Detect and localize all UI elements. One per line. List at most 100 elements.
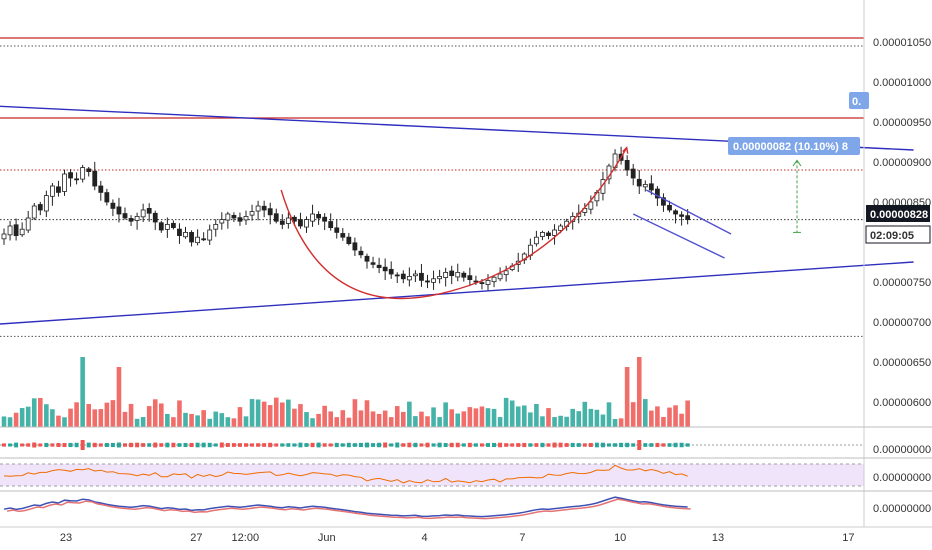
candle-body <box>19 228 25 236</box>
candle-body <box>116 206 122 215</box>
volume-bar <box>237 407 243 427</box>
histogram-bar <box>189 442 194 448</box>
candle-body <box>279 220 285 225</box>
volume-bar <box>606 402 612 427</box>
histogram-bar <box>643 443 648 447</box>
candle-body <box>98 185 104 193</box>
histogram-bar <box>213 443 218 447</box>
histogram-bar <box>165 442 170 448</box>
histogram-bar <box>207 442 212 448</box>
cup-arrow-head <box>622 146 629 154</box>
volume-bar <box>189 413 194 427</box>
candle-body <box>92 170 98 187</box>
price-tick-label: 0.00000700 <box>873 317 931 329</box>
volume-bar <box>183 412 188 427</box>
indicator-panes <box>0 440 864 520</box>
volume-bar <box>467 407 473 427</box>
volume-bar <box>340 410 346 427</box>
histogram-bar <box>395 442 400 448</box>
time-tick-label: 7 <box>519 532 525 544</box>
histogram-bar <box>443 443 448 447</box>
histogram-bar <box>231 443 236 447</box>
time-axis[interactable]: 23 27 12:00 Jun 4 7 10 13 17 <box>60 532 855 544</box>
volume-bar <box>394 406 400 427</box>
candle-body <box>655 188 660 199</box>
volume-bar <box>449 409 454 427</box>
volume-bar <box>140 417 146 427</box>
candle-body <box>419 272 424 281</box>
histogram-bar <box>576 443 581 447</box>
candle-body <box>170 222 176 229</box>
histogram-bar <box>498 442 503 448</box>
time-tick-label: 13 <box>712 532 724 544</box>
volume-bar <box>612 418 618 427</box>
time-tick-label: 27 <box>190 532 202 544</box>
candle-body <box>304 219 309 228</box>
histogram-bar <box>401 443 406 447</box>
histogram-bar <box>540 442 545 448</box>
histogram-bar <box>516 443 521 447</box>
candle-body <box>74 178 79 181</box>
candle-body <box>400 273 406 280</box>
volume-bar <box>497 417 503 427</box>
candle-body <box>352 242 358 251</box>
candle-body <box>267 208 273 216</box>
histogram-bar <box>522 442 527 448</box>
candle-body <box>376 264 382 268</box>
volume-bar <box>38 397 43 427</box>
measure-tag-label: 0.00000082 (10.10%) 8 <box>733 141 848 153</box>
volume-bar <box>310 418 315 427</box>
cup-curve[interactable] <box>280 147 628 300</box>
candle-body <box>43 195 49 212</box>
candle-body <box>648 183 654 191</box>
candle-body <box>455 271 461 278</box>
volume-bar <box>600 414 606 427</box>
volume-bar <box>44 404 49 427</box>
volume-bar <box>62 417 67 427</box>
volume-bar <box>437 417 442 427</box>
measure-tag <box>728 137 860 155</box>
candle-body <box>104 192 110 203</box>
trendline[interactable] <box>632 213 725 259</box>
price-axis[interactable]: 0.00001050 0.00001000 0.00000950 0.00000900… <box>0 0 932 528</box>
candle-body <box>328 221 334 228</box>
volume-bar <box>316 413 321 427</box>
candle-body <box>31 205 37 219</box>
candle-body <box>1 233 7 240</box>
candle-body <box>540 231 545 237</box>
volume-bar <box>80 357 85 427</box>
volume-bar <box>509 400 515 427</box>
histogram-bar <box>104 442 109 448</box>
histogram-bar <box>455 442 460 448</box>
histogram-bar <box>116 442 121 448</box>
volume-bar <box>134 418 140 427</box>
volume-bar <box>473 408 479 427</box>
candle-body <box>382 266 388 272</box>
candle-body <box>673 210 678 215</box>
candle-body <box>667 204 672 211</box>
volume-bar <box>552 417 557 427</box>
histogram-bar <box>110 442 115 448</box>
volume-bar <box>50 409 55 427</box>
candle-body <box>195 236 201 244</box>
volume-bar <box>177 400 182 427</box>
histogram-bar <box>195 442 200 448</box>
volume-bar <box>594 409 600 427</box>
histogram-bar <box>86 442 91 448</box>
candle-body <box>56 186 61 193</box>
histogram-bar <box>552 442 557 448</box>
trendline[interactable] <box>0 261 914 325</box>
candle-body <box>334 227 340 233</box>
histogram-bar <box>419 443 424 447</box>
candle-body <box>25 217 31 231</box>
trendline[interactable] <box>645 189 732 235</box>
histogram-bar <box>322 443 327 447</box>
volume-bar <box>534 404 539 427</box>
histogram-bar <box>407 442 412 448</box>
histogram-bar <box>437 442 442 448</box>
volume-bar <box>104 402 110 427</box>
indicator-tick-label: 0.00000000 <box>873 444 931 456</box>
histogram-bar <box>334 442 339 448</box>
volume-bar <box>116 367 122 427</box>
